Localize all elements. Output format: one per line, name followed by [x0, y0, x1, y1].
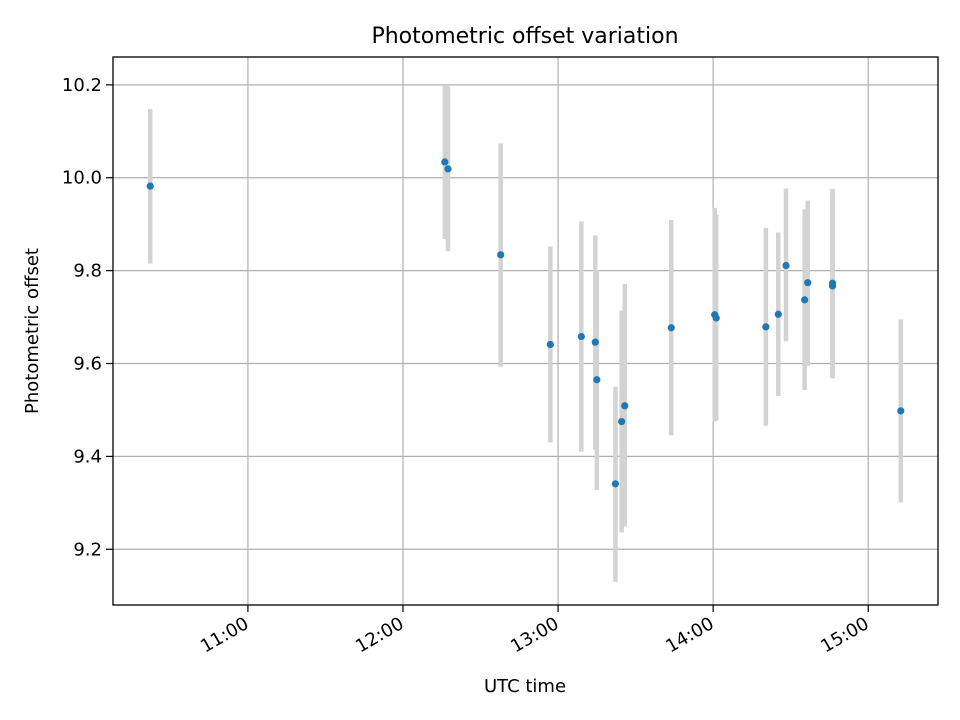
data-point — [804, 279, 812, 287]
y-tick-label: 9.4 — [73, 446, 102, 467]
axes-frame — [112, 56, 939, 606]
y-tick-label: 9.6 — [73, 354, 102, 375]
x-axis-label: UTC time — [484, 676, 566, 697]
x-tick-label: 14:00 — [662, 613, 717, 657]
data-point — [577, 332, 585, 341]
data-point — [762, 323, 770, 331]
y-axis-ticks: 9.2 9.4 9.6 9.8 10.0 10.2 — [62, 75, 113, 560]
data-point — [667, 324, 675, 332]
data-point — [618, 417, 626, 426]
data-point — [801, 296, 809, 304]
data-point — [146, 182, 154, 190]
x-tick-label: 13:00 — [507, 613, 562, 657]
data-point — [593, 376, 601, 384]
x-tick-label: 11:00 — [197, 613, 252, 657]
data-point — [591, 338, 599, 346]
data-point — [897, 407, 905, 415]
grid-lines — [113, 57, 938, 605]
data-point — [611, 480, 620, 488]
error-bars — [147, 85, 904, 582]
data-point — [444, 165, 452, 173]
x-tick-label: 12:00 — [352, 613, 407, 657]
y-tick-label: 9.8 — [73, 261, 102, 282]
y-tick-label: 10.2 — [62, 75, 102, 96]
x-axis-ticks: 11:00 12:00 13:00 14:00 15:00 — [197, 605, 873, 657]
data-point — [621, 402, 629, 410]
data-point — [712, 314, 720, 322]
y-tick-label: 9.2 — [73, 539, 102, 560]
data-point — [546, 340, 554, 349]
data-point — [828, 282, 837, 290]
chart-title: Photometric offset variation — [371, 24, 678, 49]
data-point — [774, 310, 782, 318]
data-points — [146, 158, 905, 488]
x-tick-label: 15:00 — [817, 613, 872, 657]
y-tick-label: 10.0 — [62, 168, 102, 189]
y-axis-label: Photometric offset — [22, 248, 43, 414]
data-point — [782, 261, 790, 270]
data-point — [497, 251, 505, 259]
data-point — [441, 158, 449, 166]
